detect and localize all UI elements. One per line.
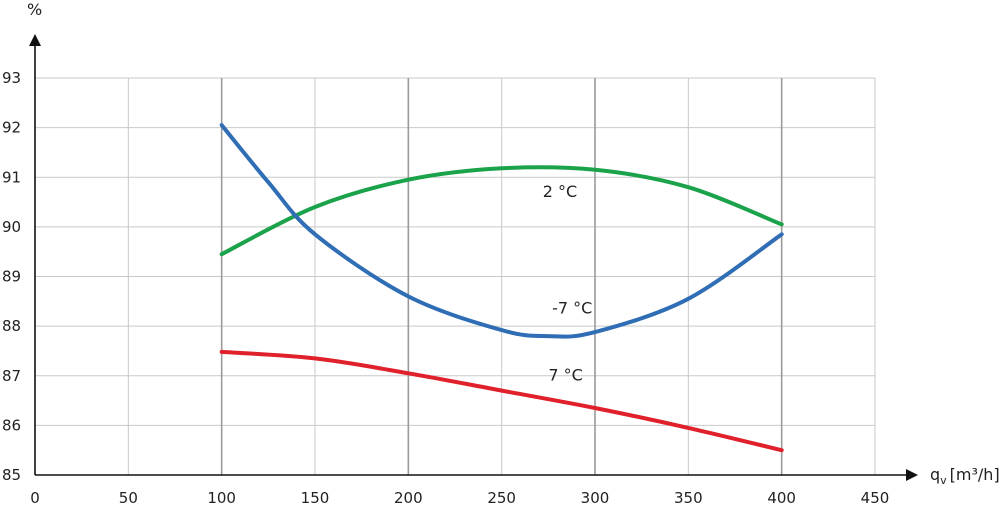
x-axis-arrow (906, 469, 918, 481)
y-tick-label-88: 88 (2, 317, 21, 335)
series-label-2c: 2 °C (543, 182, 577, 201)
y-tick-label-87: 87 (2, 367, 21, 385)
y-tick-label-89: 89 (2, 268, 21, 286)
x-axis-label: qv [m³/h] (930, 465, 1000, 487)
y-tick-label-90: 90 (2, 218, 21, 236)
series-group (219, 123, 784, 453)
y-axis-arrow (29, 34, 41, 46)
y-tick-label-92: 92 (2, 119, 21, 137)
series-label-7c: 7 °C (548, 366, 582, 385)
y-tick-label-91: 91 (2, 168, 21, 186)
x-tick-label-50: 50 (119, 489, 138, 506)
x-tick-label-0: 0 (30, 489, 40, 506)
x-tick-label-450: 450 (861, 489, 890, 506)
x-tick-label-100: 100 (207, 489, 236, 506)
x-tick-label-300: 300 (581, 489, 610, 506)
y-tick-label-85: 85 (2, 466, 21, 484)
y-tick-label-86: 86 (2, 416, 21, 434)
x-tick-label-400: 400 (767, 489, 796, 506)
y-axis-label: % (27, 0, 42, 19)
labels-group: 2 °C -7 °C 7 °C (543, 182, 593, 385)
grid (35, 77, 876, 475)
series-line-minus-7c (219, 123, 784, 339)
y-tick-label-93: 93 (2, 69, 21, 87)
series-line-2c (219, 165, 784, 257)
series-line-7c (219, 349, 784, 453)
x-tick-label-250: 250 (487, 489, 516, 506)
series-label-minus-7c: -7 °C (552, 299, 592, 318)
x-tick-label-150: 150 (301, 489, 330, 506)
x-tick-label-350: 350 (674, 489, 703, 506)
x-tick-label-200: 200 (394, 489, 423, 506)
